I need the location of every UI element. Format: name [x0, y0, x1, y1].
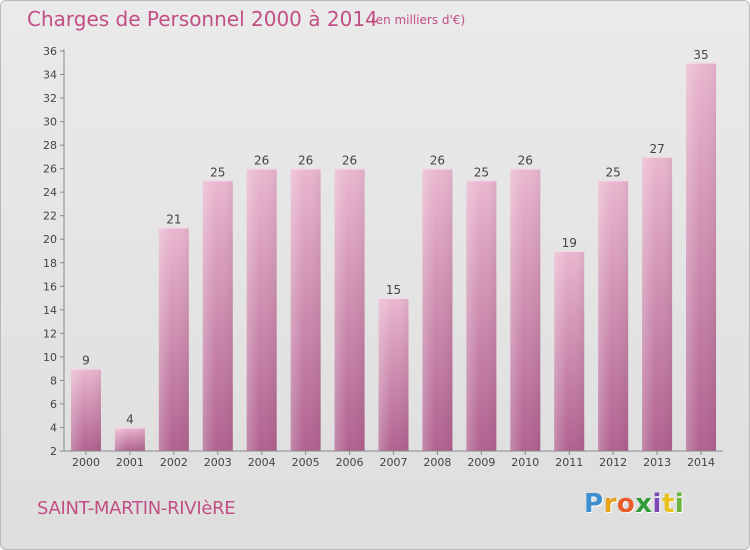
- x-tick-label: 2000: [72, 456, 100, 469]
- y-tick-label: 24: [43, 186, 57, 199]
- y-tick-label: 8: [50, 374, 57, 387]
- bar-shine: [246, 168, 277, 451]
- bars-layer: [70, 62, 717, 452]
- x-tick-label: 2007: [380, 456, 408, 469]
- bar-shine: [510, 168, 541, 451]
- bar-shine: [554, 251, 585, 451]
- x-tick-label: 2014: [687, 456, 715, 469]
- bar-value-label: 25: [474, 165, 489, 179]
- logo-letter: o: [616, 489, 636, 519]
- y-tick-label: 12: [43, 327, 57, 340]
- y-tick-label: 26: [43, 163, 57, 176]
- bar-value-label: 35: [693, 48, 708, 62]
- bar-shine: [290, 168, 321, 451]
- chart-title: Charges de Personnel 2000 à 2014: [27, 7, 378, 31]
- bar-shine: [158, 227, 189, 451]
- logo-letter: t: [661, 489, 675, 519]
- logo-letter: P: [584, 489, 604, 519]
- bar-value-label: 26: [518, 154, 533, 168]
- y-tick-label: 28: [43, 139, 57, 152]
- y-tick-label: 18: [43, 257, 57, 270]
- bar-value-label: 27: [649, 142, 664, 156]
- proxiti-logo: Proxiti: [584, 489, 684, 519]
- chart-subtitle: (en milliers d'€): [371, 13, 466, 27]
- bar-shine: [334, 168, 365, 451]
- logo-letter: i: [674, 489, 685, 519]
- axes-layer: [60, 49, 723, 455]
- x-tick-label: 2004: [248, 456, 276, 469]
- x-tick-label: 2009: [467, 456, 495, 469]
- bar-shine: [642, 156, 673, 451]
- bar-shine: [378, 298, 409, 451]
- bar-value-label: 15: [386, 283, 401, 297]
- bar-shine: [686, 62, 717, 451]
- x-tick-label: 2002: [160, 456, 188, 469]
- logo-letter: r: [603, 489, 617, 519]
- y-tick-label: 2: [50, 445, 57, 458]
- bar-shine: [598, 180, 629, 452]
- logo-letter: x: [635, 489, 653, 519]
- x-tick-label: 2011: [555, 456, 583, 469]
- x-tick-label: 2005: [292, 456, 320, 469]
- bar-shine: [422, 168, 453, 451]
- logo-letter: i: [652, 489, 662, 519]
- y-tick-label: 4: [50, 421, 57, 434]
- y-tick-label: 30: [43, 116, 57, 129]
- bar-value-label: 4: [126, 412, 134, 426]
- x-tick-label: 2001: [116, 456, 144, 469]
- bar-value-label: 26: [342, 154, 357, 168]
- y-tick-label: 20: [43, 233, 57, 246]
- y-tick-label: 14: [43, 304, 57, 317]
- y-tick-label: 36: [43, 45, 57, 58]
- labels-layer: 2468101214161820222426283032343692000420…: [43, 45, 715, 469]
- x-tick-label: 2003: [204, 456, 232, 469]
- y-tick-label: 22: [43, 210, 57, 223]
- bar-shine: [114, 427, 145, 451]
- x-tick-label: 2008: [423, 456, 451, 469]
- y-tick-label: 34: [43, 69, 57, 82]
- bar-shine: [202, 180, 233, 452]
- y-tick-label: 16: [43, 280, 57, 293]
- bar-shine: [70, 368, 101, 451]
- bar-value-label: 26: [430, 154, 445, 168]
- bar-value-label: 26: [254, 154, 269, 168]
- y-tick-label: 6: [50, 398, 57, 411]
- bar-value-label: 21: [166, 212, 181, 226]
- x-tick-label: 2010: [511, 456, 539, 469]
- bar-value-label: 26: [298, 154, 313, 168]
- x-tick-label: 2006: [336, 456, 364, 469]
- y-tick-label: 10: [43, 351, 57, 364]
- x-tick-label: 2013: [643, 456, 671, 469]
- x-tick-label: 2012: [599, 456, 627, 469]
- commune-name: SAINT-MARTIN-RIVIèRE: [37, 498, 236, 519]
- bar-value-label: 25: [210, 165, 225, 179]
- bar-value-label: 19: [562, 236, 577, 250]
- bar-shine: [466, 180, 497, 452]
- bar-value-label: 9: [82, 354, 90, 368]
- y-tick-label: 32: [43, 92, 57, 105]
- bar-value-label: 25: [606, 165, 621, 179]
